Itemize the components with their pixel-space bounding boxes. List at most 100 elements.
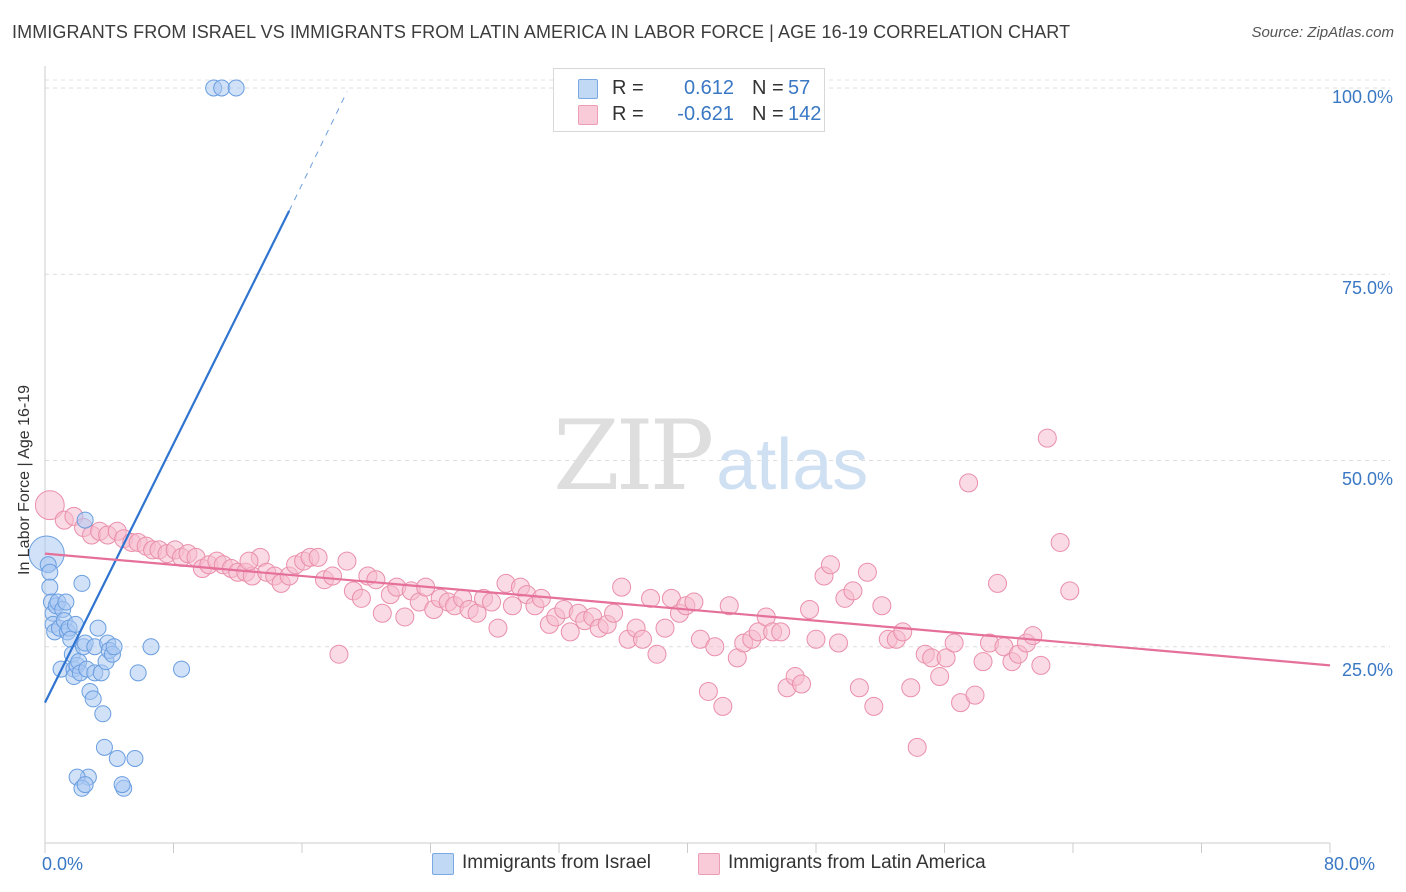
- latin-america-point: [719, 596, 739, 616]
- bottom-legend-label-israel: Immigrants from Israel: [462, 852, 651, 873]
- latin-america-point: [944, 633, 964, 653]
- bottom-legend-label-latin: Immigrants from Latin America: [728, 852, 986, 873]
- latin-america-point: [337, 551, 357, 571]
- latin-america-point: [612, 577, 632, 597]
- israel-point: [108, 750, 126, 767]
- latin-america-trend-line: [44, 552, 1331, 667]
- latin-america-point: [1023, 626, 1043, 646]
- latin-america-point: [560, 622, 580, 642]
- latin-america-point: [647, 644, 667, 664]
- latin-america-point: [849, 678, 869, 698]
- legend-n-value-israel: 57: [788, 77, 811, 99]
- legend-r-value-israel: 0.612: [683, 77, 734, 99]
- latin-america-point: [1060, 581, 1080, 601]
- correlation-legend: R = 0.612 N = 57 R = -0.621 N = 142: [553, 68, 825, 132]
- latin-america-point: [633, 629, 653, 649]
- latin-america-point: [323, 566, 343, 586]
- israel-point: [84, 690, 102, 708]
- latin-america-point: [482, 592, 502, 612]
- bottom-legend-swatch-israel: [432, 853, 454, 875]
- x-tick-label: 80.0%: [1324, 854, 1376, 874]
- legend-n-label: N =: [752, 77, 784, 99]
- latin-america-point: [239, 551, 259, 571]
- latin-america-point: [843, 581, 863, 601]
- israel-point: [73, 574, 91, 592]
- latin-america-point: [604, 603, 624, 623]
- legend-swatch-latin: [578, 105, 598, 125]
- latin-america-point: [800, 600, 820, 619]
- latin-america-point: [366, 570, 386, 590]
- latin-america-point: [329, 644, 349, 664]
- latin-america-point: [395, 607, 415, 627]
- latin-america-point: [34, 490, 65, 521]
- israel-point: [76, 511, 94, 529]
- israel-point: [227, 79, 245, 97]
- latin-america-point: [907, 737, 927, 757]
- chart-source: Source: ZipAtlas.com: [1251, 24, 1394, 41]
- latin-america-point: [806, 629, 826, 649]
- latin-america-point: [901, 678, 921, 698]
- legend-r-label: R =: [612, 77, 644, 99]
- latin-america-point: [872, 596, 892, 616]
- latin-america-point: [1050, 532, 1070, 552]
- latin-america-point: [1031, 655, 1051, 675]
- watermark-atlas: atlas: [716, 425, 869, 505]
- latin-america-point: [864, 696, 884, 716]
- israel-point: [95, 738, 113, 756]
- legend-r-value-latin: -0.621: [677, 103, 734, 125]
- y-tick-label: 100.0%: [1331, 87, 1393, 107]
- israel-point: [113, 776, 131, 794]
- x-tick-label: 0.0%: [42, 854, 84, 874]
- israel-point: [142, 638, 160, 656]
- latin-america-point: [965, 685, 985, 705]
- latin-america-point: [655, 618, 675, 638]
- israel-point: [89, 619, 107, 637]
- latin-america-point: [930, 667, 950, 687]
- israel-point: [76, 776, 94, 794]
- israel-point: [173, 660, 191, 678]
- israel-point: [105, 638, 123, 656]
- latin-america-point: [308, 547, 328, 567]
- chart-title: IMMIGRANTS FROM ISRAEL VS IMMIGRANTS FRO…: [12, 22, 1071, 42]
- latin-america-point: [698, 681, 718, 701]
- latin-america-point: [1037, 428, 1057, 448]
- israel-point: [213, 79, 231, 97]
- israel-point: [57, 593, 75, 611]
- latin-america-point: [372, 603, 392, 623]
- legend-swatch-israel: [578, 79, 598, 99]
- latin-america-point: [828, 633, 848, 653]
- watermark-zip: ZIP: [553, 400, 714, 512]
- latin-america-point: [820, 555, 840, 575]
- israel-point: [126, 750, 144, 767]
- latin-america-point: [488, 618, 508, 638]
- y-axis-label: In Labor Force | Age 16-19: [16, 384, 33, 575]
- latin-america-point: [959, 473, 979, 493]
- israel-point: [94, 705, 112, 723]
- latin-america-point: [502, 596, 522, 616]
- y-tick-label: 25.0%: [1341, 660, 1393, 680]
- watermark: ZIPatlas: [553, 400, 868, 512]
- y-tick-label: 75.0%: [1341, 278, 1393, 298]
- latin-america-point: [893, 622, 913, 642]
- latin-america-point: [713, 696, 733, 716]
- latin-america-point: [684, 592, 704, 612]
- israel-point: [129, 664, 147, 682]
- latin-america-point: [936, 648, 956, 668]
- bottom-legend-swatch-latin: [698, 853, 720, 875]
- legend-n-label: N =: [752, 103, 784, 125]
- y-tick-label: 50.0%: [1341, 469, 1393, 489]
- latin-america-point: [351, 588, 371, 608]
- israel-point: [41, 578, 59, 596]
- latin-america-point: [641, 588, 661, 608]
- latin-america-point: [771, 622, 791, 642]
- israel-point: [41, 563, 59, 581]
- latin-america-point: [973, 652, 993, 672]
- latin-america-point: [857, 562, 877, 582]
- latin-america-point: [792, 674, 812, 694]
- legend-r-label: R =: [612, 103, 644, 125]
- legend-n-value-latin: 142: [788, 103, 822, 125]
- israel-trend-line: [44, 210, 291, 704]
- latin-america-point: [988, 573, 1008, 593]
- latin-america-point: [705, 637, 725, 657]
